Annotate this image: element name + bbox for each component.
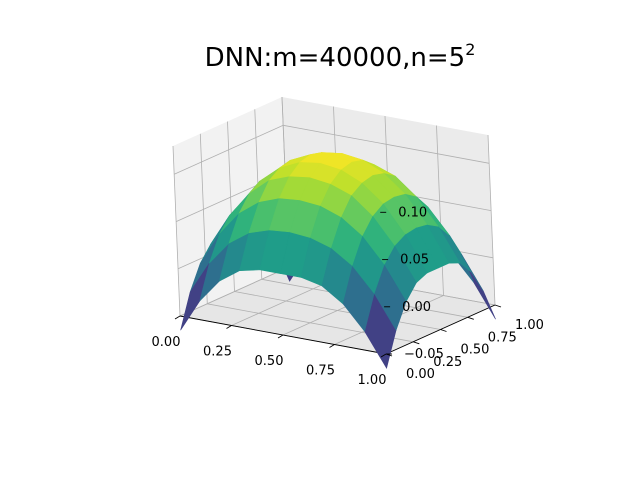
z-tick-label-0: −0.05: [404, 347, 444, 362]
x-tick-label-3: 0.75: [306, 364, 335, 379]
z-tick-label-3: 0.10: [398, 205, 427, 220]
x-tick-label-2: 0.50: [255, 354, 284, 369]
grid-line-z-left-0: [179, 266, 290, 317]
chart-title-main: DNN:m=40000,n=5: [205, 43, 466, 73]
y-tick-mark-3: [467, 316, 474, 320]
y-tick-mark-2: [440, 329, 447, 332]
x-tick-mark-3: [329, 344, 335, 348]
y-tick-label-4: 1.00: [515, 318, 544, 333]
y-tick-label-3: 0.75: [488, 330, 517, 345]
grid-line-z-left-3: [174, 124, 284, 175]
y-tick-label-2: 0.50: [461, 343, 490, 358]
x-tick-mark-2: [277, 334, 284, 339]
x-tick-label-4: 1.00: [358, 373, 387, 388]
y-tick-mark-1: [413, 341, 420, 345]
x-tick-mark-0: [174, 315, 181, 320]
surface-mesh: [180, 152, 496, 369]
z-tick-label-1: 0.00: [402, 300, 431, 315]
x-tick-label-0: 0.00: [152, 335, 181, 350]
x-tick-mark-1: [226, 325, 232, 329]
y-tick-label-1: 0.25: [433, 355, 462, 370]
x-tick-mark-4: [380, 353, 387, 358]
grid-line-z-back-3: [283, 124, 490, 164]
chart-title: DNN:m=40000,n=52: [205, 40, 476, 73]
grid-line-y-floor-2: [234, 291, 441, 330]
y-tick-label-0: 0.00: [406, 367, 435, 382]
z-tick-label-2: 0.05: [400, 253, 429, 268]
grid-line-y-left-0: [172, 145, 181, 317]
chart-title-superscript: 2: [465, 40, 475, 59]
x-tick-label-1: 0.25: [203, 345, 232, 360]
tick-labels: 0.000.250.500.751.00 0.000.250.500.751.00…: [152, 205, 544, 388]
surface-cell-8-1: [352, 235, 385, 295]
y-tick-mark-4: [494, 304, 502, 308]
